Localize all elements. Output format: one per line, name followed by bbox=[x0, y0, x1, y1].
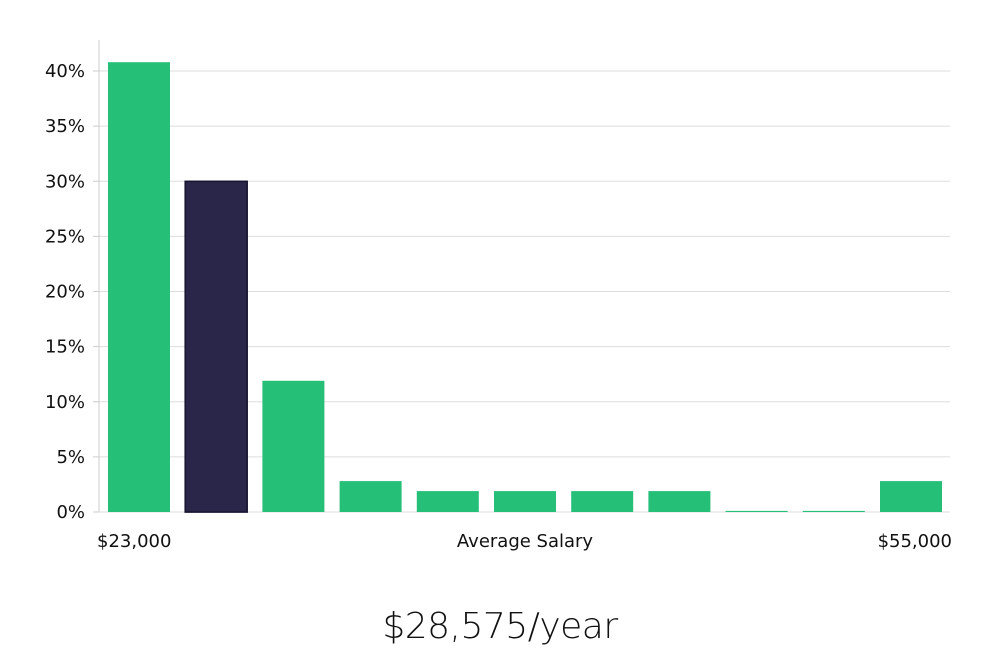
axis-labels: $23,000 Average Salary $55,000 bbox=[97, 531, 952, 552]
average-salary-value: $28,575/year bbox=[382, 606, 618, 647]
x-max-label: $55,000 bbox=[878, 531, 952, 552]
bar bbox=[262, 380, 325, 512]
y-tick-label: 35% bbox=[45, 116, 85, 137]
bar bbox=[880, 481, 942, 512]
y-tick-label: 5% bbox=[56, 447, 85, 468]
bar bbox=[339, 481, 402, 512]
bars bbox=[108, 62, 942, 513]
y-tick-label: 20% bbox=[45, 282, 85, 303]
x-min-label: $23,000 bbox=[97, 531, 171, 552]
y-tick-label: 15% bbox=[45, 337, 85, 358]
bar bbox=[416, 491, 479, 512]
y-tick-label: 40% bbox=[45, 61, 85, 82]
bar bbox=[494, 491, 556, 512]
y-tick-label: 0% bbox=[56, 502, 85, 523]
bar bbox=[648, 491, 711, 512]
x-axis-label: Average Salary bbox=[457, 531, 594, 552]
axes: 0% 5% 10% 15% 20% 25% 30% 35% 40% bbox=[45, 40, 950, 523]
bar bbox=[802, 510, 865, 512]
y-tick-label: 25% bbox=[45, 226, 85, 247]
bar-highlighted bbox=[184, 180, 248, 513]
bar bbox=[108, 62, 170, 512]
bar bbox=[725, 510, 788, 512]
y-tick-label: 30% bbox=[45, 171, 85, 192]
y-tick-label: 10% bbox=[45, 392, 85, 413]
bar bbox=[571, 491, 634, 512]
